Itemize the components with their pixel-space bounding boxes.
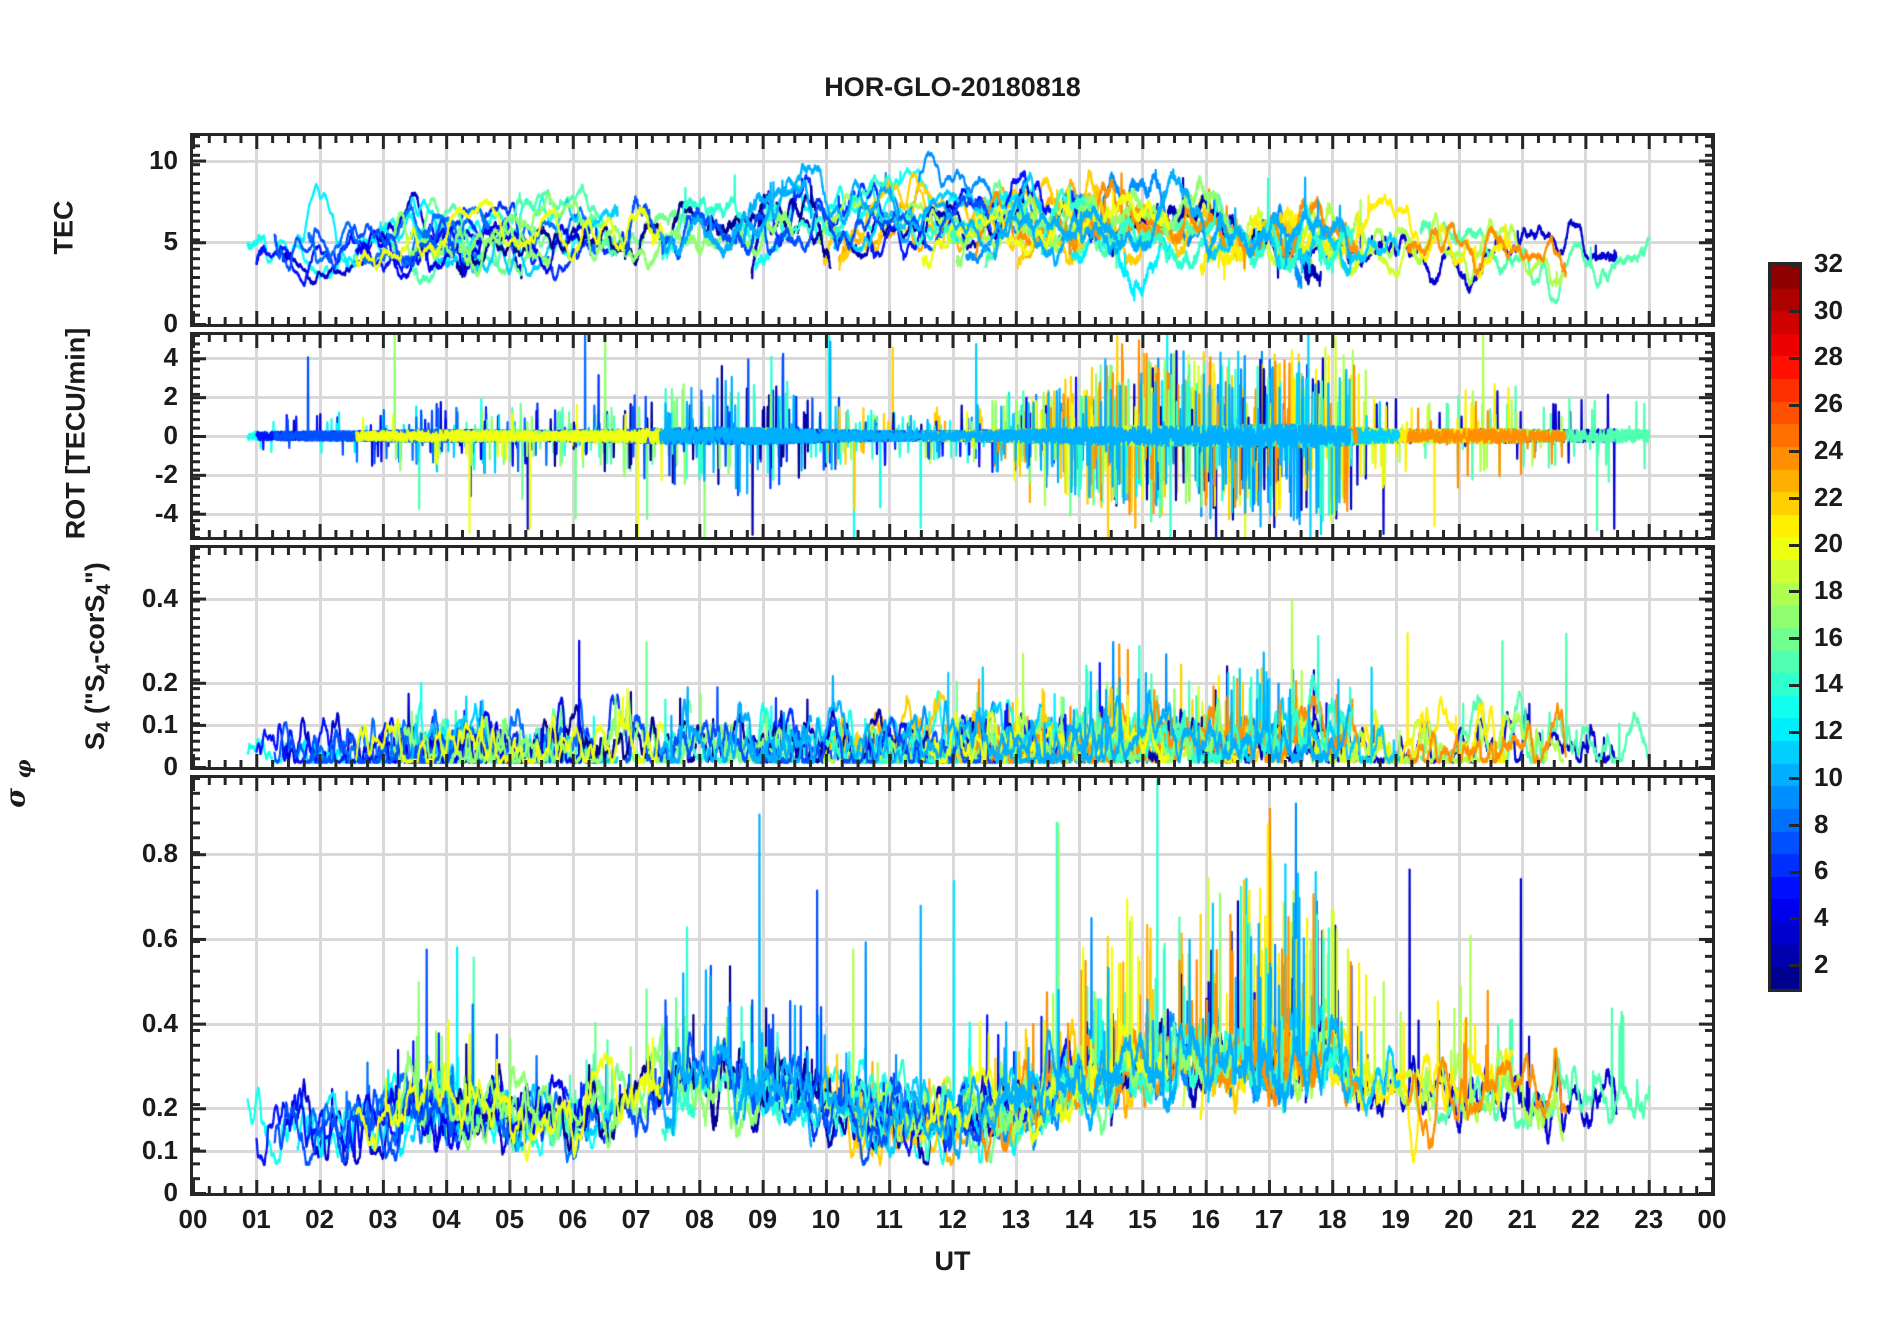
colorbar-tick-32 xyxy=(1789,264,1799,267)
y-axis-label-sigma_phi: σ φ xyxy=(0,653,35,913)
xtick-label-13-13: 13 xyxy=(1001,1204,1031,1234)
colorbar-tick-22 xyxy=(1789,497,1799,500)
y-axis-label-text-tec: TEC xyxy=(48,200,79,255)
xtick-label-09-9: 09 xyxy=(748,1204,778,1234)
colorbar-tick-8 xyxy=(1789,824,1799,827)
colorbar-tick-label-6: 6 xyxy=(1814,855,1829,885)
xtick-label-22-22: 22 xyxy=(1570,1204,1600,1234)
xtick-label-04-4: 04 xyxy=(431,1204,461,1234)
ytick-label-sigma_phi-5: 0.8 xyxy=(141,838,178,869)
colorbar-tick-14 xyxy=(1789,684,1799,687)
colorbar-tick-label-32: 32 xyxy=(1814,248,1843,278)
colorbar-tick-30 xyxy=(1789,310,1799,313)
colorbar-tick-label-24: 24 xyxy=(1814,435,1843,465)
ytick-label-sigma_phi-0: 0 xyxy=(163,1177,178,1207)
xtick-label-00-24: 00 xyxy=(1697,1204,1727,1234)
ytick-label-rot-1: -2 xyxy=(154,458,178,489)
ytick-label-s4-3: 0.4 xyxy=(141,582,178,613)
colorbar-tick-28 xyxy=(1789,357,1799,360)
colorbar-tick-6 xyxy=(1789,871,1799,874)
xtick-label-07-7: 07 xyxy=(621,1204,651,1234)
xtick-label-05-5: 05 xyxy=(494,1204,524,1234)
ytick-label-sigma_phi-3: 0.4 xyxy=(141,1007,178,1038)
plot-panel-rot xyxy=(190,332,1715,540)
figure-title-container: HOR-GLO-20180818 xyxy=(190,72,1715,103)
colorbar-tick-label-26: 26 xyxy=(1814,388,1843,418)
ytick-label-rot-0: -4 xyxy=(154,497,178,528)
colorbar xyxy=(1768,262,1802,992)
xtick-label-12-12: 12 xyxy=(938,1204,967,1234)
xtick-label-17-17: 17 xyxy=(1254,1204,1284,1234)
colorbar-tick-4 xyxy=(1789,917,1799,920)
xtick-label-19-19: 19 xyxy=(1381,1204,1410,1234)
colorbar-tick-label-12: 12 xyxy=(1814,715,1843,745)
page-title: HOR-GLO-20180818 xyxy=(824,72,1081,102)
y-axis-label-text-sigma-phi: σ φ xyxy=(0,759,36,808)
xtick-label-02-2: 02 xyxy=(305,1204,335,1234)
plot-panel-s4 xyxy=(190,545,1715,770)
colorbar-tick-label-18: 18 xyxy=(1814,575,1843,605)
y-axis-label-text-s4: S4 ("S4-corS4") xyxy=(79,561,116,750)
ytick-label-sigma_phi-1: 0.1 xyxy=(141,1134,178,1165)
ytick-label-rot-2: 0 xyxy=(163,420,178,450)
colorbar-tick-24 xyxy=(1789,450,1799,453)
xtick-label-15-15: 15 xyxy=(1127,1204,1157,1234)
ytick-label-tec-0: 0 xyxy=(163,308,178,338)
plot-panel-sigma_phi xyxy=(190,775,1715,1196)
xtick-label-10-10: 10 xyxy=(811,1204,841,1234)
colorbar-tick-label-22: 22 xyxy=(1814,482,1843,512)
data-traces-rot xyxy=(193,335,1712,537)
ytick-label-sigma_phi-4: 0.6 xyxy=(141,922,178,953)
colorbar-tick-label-20: 20 xyxy=(1814,528,1843,558)
colorbar-tick-label-2: 2 xyxy=(1814,949,1829,979)
x-axis-label: UT xyxy=(934,1246,971,1276)
colorbar-tick-label-28: 28 xyxy=(1814,341,1843,371)
colorbar-tick-12 xyxy=(1789,731,1799,734)
ytick-label-s4-1: 0.1 xyxy=(141,708,178,739)
ytick-label-s4-0: 0 xyxy=(163,751,178,781)
ytick-label-tec-1: 5 xyxy=(163,226,178,257)
xtick-label-03-3: 03 xyxy=(368,1204,398,1234)
xtick-label-21-21: 21 xyxy=(1507,1204,1537,1234)
colorbar-tick-2 xyxy=(1789,964,1799,967)
colorbar-tick-label-30: 30 xyxy=(1814,295,1843,325)
ytick-label-s4-2: 0.2 xyxy=(141,666,178,697)
ytick-label-rot-4: 4 xyxy=(163,342,178,373)
xtick-label-20-20: 20 xyxy=(1444,1204,1474,1234)
colorbar-tick-label-14: 14 xyxy=(1814,668,1843,698)
plot-panel-tec xyxy=(190,133,1715,327)
xtick-label-16-16: 16 xyxy=(1191,1204,1221,1234)
xtick-label-08-8: 08 xyxy=(684,1204,714,1234)
ytick-label-tec-2: 10 xyxy=(149,144,178,175)
xtick-label-11-11: 11 xyxy=(875,1204,903,1234)
colorbar-tick-18 xyxy=(1789,590,1799,593)
xtick-label-06-6: 06 xyxy=(558,1204,588,1234)
ytick-label-rot-3: 2 xyxy=(163,381,178,412)
colorbar-tick-label-4: 4 xyxy=(1814,902,1829,932)
data-traces-s4 xyxy=(193,548,1712,767)
data-traces-sigma_phi xyxy=(193,778,1712,1193)
colorbar-tick-16 xyxy=(1789,637,1799,640)
xtick-label-14-14: 14 xyxy=(1064,1204,1094,1234)
xtick-label-18-18: 18 xyxy=(1317,1204,1347,1234)
colorbar-tick-label-16: 16 xyxy=(1814,622,1843,652)
colorbar-gradient xyxy=(1771,265,1799,989)
data-traces-tec xyxy=(193,136,1712,324)
colorbar-tick-10 xyxy=(1789,777,1799,780)
colorbar-tick-26 xyxy=(1789,404,1799,407)
y-axis-label-s4: S4 ("S4-corS4") xyxy=(80,446,116,866)
xtick-label-23-23: 23 xyxy=(1634,1204,1664,1234)
colorbar-tick-label-10: 10 xyxy=(1814,762,1843,792)
xtick-label-00-0: 00 xyxy=(178,1204,208,1234)
colorbar-tick-20 xyxy=(1789,544,1799,547)
xtick-label-01-1: 01 xyxy=(241,1204,271,1234)
colorbar-tick-label-8: 8 xyxy=(1814,809,1829,839)
ytick-label-sigma_phi-2: 0.2 xyxy=(141,1092,178,1123)
